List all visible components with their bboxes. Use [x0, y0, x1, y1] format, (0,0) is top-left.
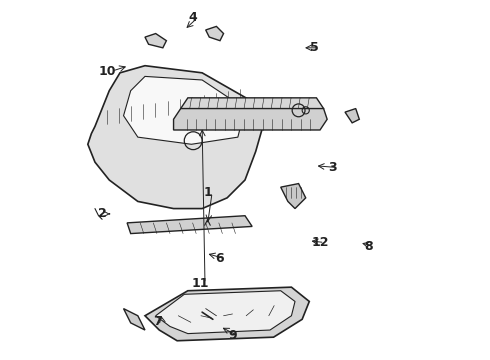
Polygon shape [181, 98, 323, 119]
Text: 4: 4 [189, 11, 197, 24]
Text: 9: 9 [228, 329, 237, 342]
Polygon shape [145, 33, 167, 48]
Polygon shape [281, 184, 306, 208]
Text: 12: 12 [311, 236, 329, 249]
Polygon shape [206, 26, 223, 41]
Polygon shape [345, 109, 359, 123]
Text: 5: 5 [310, 41, 319, 54]
Polygon shape [156, 291, 295, 334]
Text: 2: 2 [98, 207, 106, 220]
Polygon shape [88, 66, 263, 208]
Text: 7: 7 [153, 315, 162, 328]
Text: 3: 3 [328, 161, 337, 174]
Polygon shape [123, 309, 145, 330]
Text: 8: 8 [364, 240, 372, 253]
Text: 11: 11 [192, 277, 209, 290]
Polygon shape [123, 76, 245, 144]
Text: 10: 10 [98, 64, 116, 77]
Polygon shape [173, 109, 327, 130]
Text: 6: 6 [216, 252, 224, 265]
Polygon shape [127, 216, 252, 234]
Polygon shape [145, 287, 309, 341]
Text: 1: 1 [203, 186, 212, 199]
